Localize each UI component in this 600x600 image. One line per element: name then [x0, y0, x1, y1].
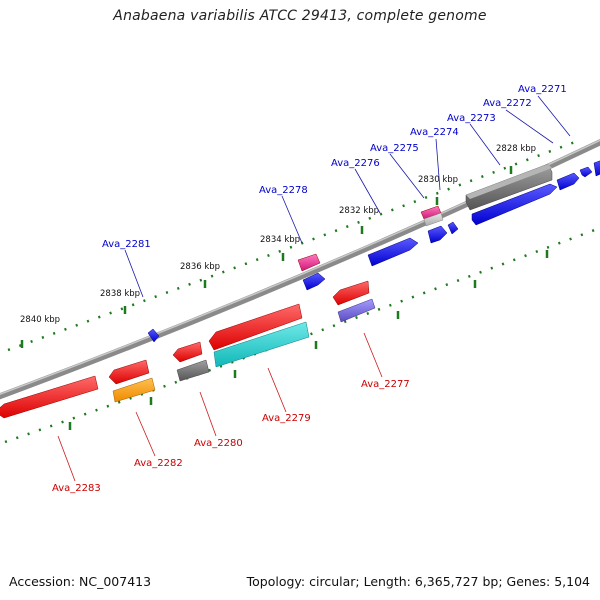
gene-ava-2273[interactable]: [471, 183, 558, 226]
gene-ava-2274-b: [423, 212, 444, 227]
label-ava-2282[interactable]: Ava_2282: [134, 458, 183, 469]
gene-ava-2282-red[interactable]: [108, 359, 150, 385]
gene-ava-2272[interactable]: [556, 172, 580, 191]
leader-lines-reverse: [57, 332, 383, 482]
label-ava-2280[interactable]: Ava_2280: [194, 438, 243, 449]
leader-lines: [124, 95, 571, 298]
tick-label-2834: 2834 kbp: [260, 235, 300, 245]
label-ava-2283[interactable]: Ava_2283: [52, 483, 101, 494]
gene-ava-2281[interactable]: [147, 328, 160, 343]
label-ava-2274[interactable]: Ava_2274: [410, 127, 459, 138]
gene-ava-2279-red[interactable]: [208, 303, 303, 351]
tick-label-2838: 2838 kbp: [100, 289, 140, 299]
gene-ava-2277-red[interactable]: [332, 280, 370, 306]
gene-ava-2275[interactable]: [427, 225, 448, 244]
tick-label-2840: 2840 kbp: [20, 315, 60, 325]
lower-major-ticks: [68, 250, 549, 430]
gene-ava-2283[interactable]: [0, 375, 99, 419]
label-ava-2281[interactable]: Ava_2281: [102, 239, 151, 250]
gene-ava-2282[interactable]: [112, 377, 156, 403]
label-ava-2275[interactable]: Ava_2275: [370, 143, 419, 154]
gene-ava-2271-a[interactable]: [579, 166, 593, 178]
upper-major-ticks: [20, 166, 513, 348]
gene-ava-2278[interactable]: [297, 253, 321, 272]
gene-ava-2280[interactable]: [176, 359, 210, 382]
label-ava-2273[interactable]: Ava_2273: [447, 113, 496, 124]
gene-ava-2280-red[interactable]: [172, 341, 203, 363]
gene-ava-2275-b: [447, 221, 459, 235]
genome-summary-text: Topology: circular; Length: 6,365,727 bp…: [246, 574, 590, 589]
tick-label-2832: 2832 kbp: [339, 206, 379, 216]
gene-ava-2276[interactable]: [367, 237, 419, 267]
tick-label-2830: 2830 kbp: [418, 175, 458, 185]
tick-label-2836: 2836 kbp: [180, 262, 220, 272]
genome-backbone-highlight: [0, 139, 600, 395]
gene-ava-2278-b: [302, 272, 326, 291]
label-ava-2276[interactable]: Ava_2276: [331, 158, 380, 169]
label-ava-2272[interactable]: Ava_2272: [483, 98, 532, 109]
gene-ava-2279[interactable]: [213, 321, 310, 368]
label-ava-2279[interactable]: Ava_2279: [262, 413, 311, 424]
label-ava-2277[interactable]: Ava_2277: [361, 379, 410, 390]
accession-text: Accession: NC_007413: [9, 574, 152, 589]
grey-feature-top-face: [466, 164, 552, 199]
label-ava-2271[interactable]: Ava_2271: [518, 84, 567, 95]
label-ava-2278[interactable]: Ava_2278: [259, 185, 308, 196]
genome-title: Anabaena variabilis ATCC 29413, complete…: [113, 8, 487, 24]
gene-ava-2277[interactable]: [337, 298, 376, 323]
tick-label-2828: 2828 kbp: [496, 144, 536, 154]
gene-ava-2271-b[interactable]: [593, 159, 600, 177]
